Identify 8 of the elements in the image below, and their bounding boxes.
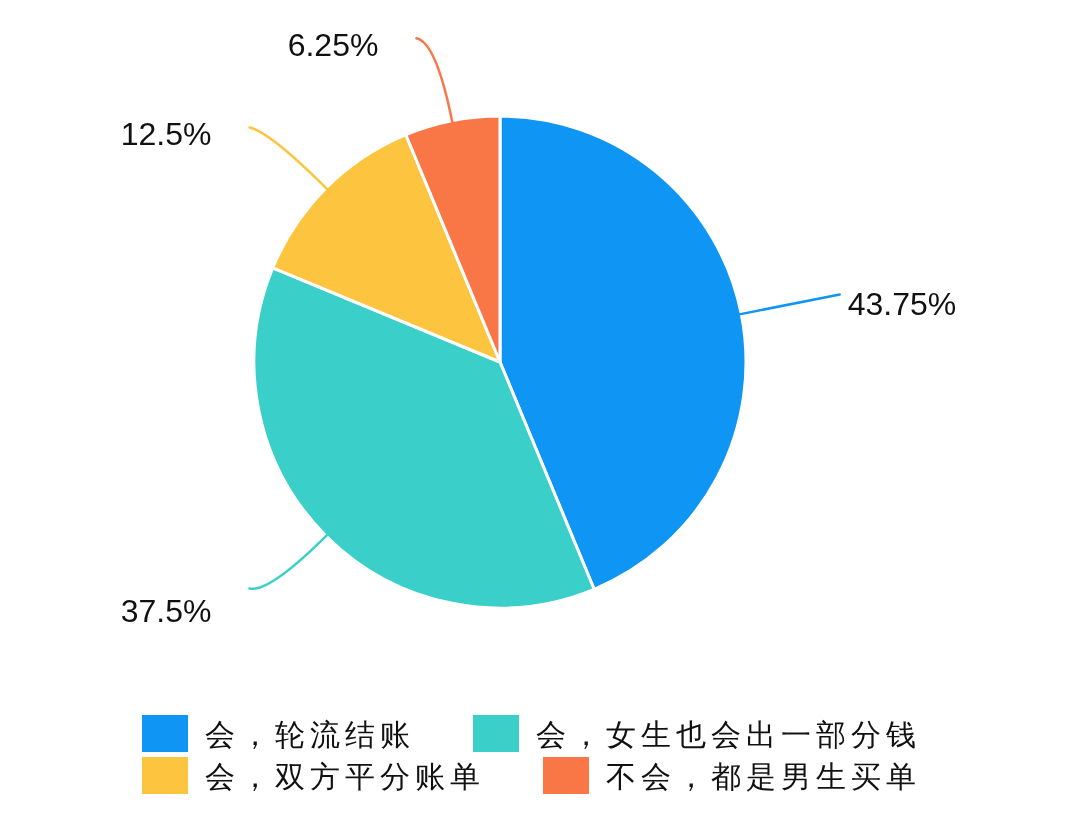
legend-label: 不会，都是男生买单 — [606, 760, 921, 793]
legend-label: 会，轮流结账 — [205, 718, 415, 751]
data-label: 37.5% — [120, 592, 212, 629]
data-label: 43.75% — [847, 286, 957, 323]
legend-label: 会，女生也会出一部分钱 — [536, 718, 921, 751]
data-label: 6.25% — [287, 27, 379, 64]
legend-label: 会，双方平分账单 — [205, 760, 485, 793]
data-label: 12.5% — [120, 116, 212, 153]
